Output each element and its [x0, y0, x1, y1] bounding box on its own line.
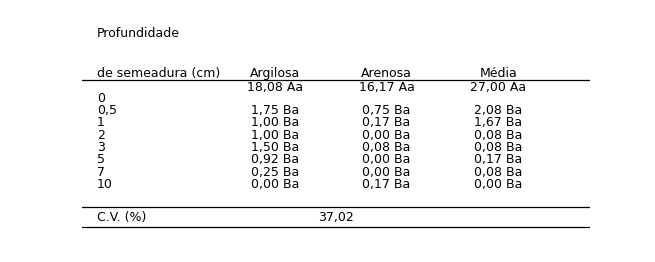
Text: 7: 7	[97, 166, 105, 179]
Text: Argilosa: Argilosa	[250, 67, 300, 80]
Text: 10: 10	[97, 178, 113, 191]
Text: 0,75 Ba: 0,75 Ba	[362, 104, 411, 117]
Text: 0,08 Ba: 0,08 Ba	[474, 129, 522, 142]
Text: 0,25 Ba: 0,25 Ba	[251, 166, 299, 179]
Text: Arenosa: Arenosa	[361, 67, 412, 80]
Text: 1: 1	[97, 116, 105, 129]
Text: Média: Média	[479, 67, 517, 80]
Text: 5: 5	[97, 153, 105, 166]
Text: 0,17 Ba: 0,17 Ba	[362, 178, 411, 191]
Text: 0,5: 0,5	[97, 104, 117, 117]
Text: 0,17 Ba: 0,17 Ba	[474, 153, 522, 166]
Text: 0: 0	[97, 92, 105, 105]
Text: C.V. (%): C.V. (%)	[97, 211, 147, 223]
Text: 2,08 Ba: 2,08 Ba	[474, 104, 522, 117]
Text: 1,67 Ba: 1,67 Ba	[474, 116, 522, 129]
Text: 2: 2	[97, 129, 105, 142]
Text: 37,02: 37,02	[318, 211, 354, 223]
Text: 0,92 Ba: 0,92 Ba	[251, 153, 299, 166]
Text: 1,00 Ba: 1,00 Ba	[251, 129, 299, 142]
Text: 0,00 Ba: 0,00 Ba	[362, 166, 411, 179]
Text: 0,08 Ba: 0,08 Ba	[362, 141, 411, 154]
Text: 3: 3	[97, 141, 105, 154]
Text: 0,08 Ba: 0,08 Ba	[474, 166, 522, 179]
Text: 1,50 Ba: 1,50 Ba	[251, 141, 299, 154]
Text: de semeadura (cm): de semeadura (cm)	[97, 67, 220, 80]
Text: 27,00 Aa: 27,00 Aa	[470, 81, 526, 94]
Text: 0,00 Ba: 0,00 Ba	[362, 153, 411, 166]
Text: 0,17 Ba: 0,17 Ba	[362, 116, 411, 129]
Text: 1,75 Ba: 1,75 Ba	[251, 104, 299, 117]
Text: 1,00 Ba: 1,00 Ba	[251, 116, 299, 129]
Text: 18,08 Aa: 18,08 Aa	[247, 81, 303, 94]
Text: 16,17 Aa: 16,17 Aa	[358, 81, 415, 94]
Text: 0,08 Ba: 0,08 Ba	[474, 141, 522, 154]
Text: 0,00 Ba: 0,00 Ba	[251, 178, 299, 191]
Text: 0,00 Ba: 0,00 Ba	[474, 178, 522, 191]
Text: 0,00 Ba: 0,00 Ba	[362, 129, 411, 142]
Text: Profundidade: Profundidade	[97, 28, 180, 40]
